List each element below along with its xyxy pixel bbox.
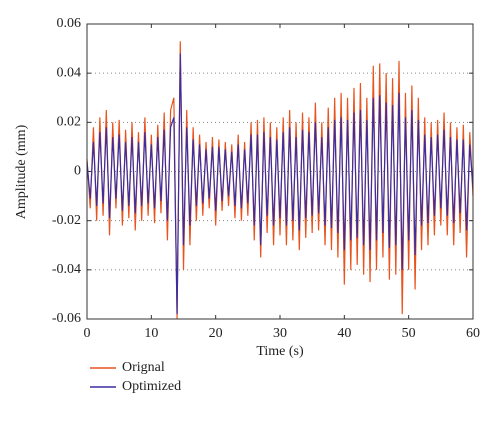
series-line [86, 41, 474, 320]
x-tick-label: 40 [337, 326, 351, 341]
legend-label: Orignal [122, 360, 165, 375]
series-line [86, 53, 474, 315]
legend-label: Optimized [122, 379, 181, 394]
y-tick-label: -0.06 [52, 311, 81, 326]
plot-frame [86, 23, 474, 320]
y-tick-label: 0.02 [57, 115, 82, 130]
y-axis-label: Amplitude (mm) [14, 124, 29, 219]
x-tick-label: 20 [209, 326, 223, 341]
y-tick-label: 0.06 [57, 16, 82, 31]
x-tick-label: 60 [466, 326, 480, 341]
x-tick-label: 0 [84, 326, 91, 341]
y-tick-label: -0.04 [52, 262, 81, 277]
y-tick-label: 0.04 [57, 65, 82, 80]
y-tick-label: -0.02 [52, 213, 81, 228]
x-tick-label: 10 [144, 326, 158, 341]
x-tick-label: 50 [402, 326, 416, 341]
x-tick-label: 30 [273, 326, 287, 341]
y-tick-label: 0 [74, 164, 81, 179]
x-axis-label: Time (s) [256, 344, 304, 359]
